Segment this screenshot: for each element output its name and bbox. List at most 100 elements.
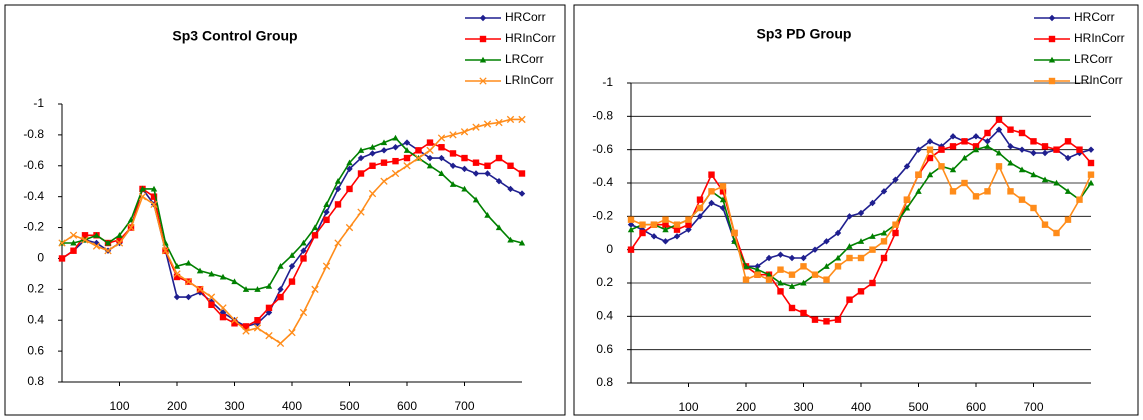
data-point [1076, 149, 1083, 157]
legend-label: LRCorr [505, 52, 544, 66]
y-tick-label: -0.8 [592, 109, 613, 123]
data-point [70, 247, 77, 254]
data-point [415, 147, 422, 154]
data-point [368, 189, 377, 198]
data-point [995, 116, 1003, 123]
y-tick-label: 0.6 [596, 342, 613, 356]
data-point [115, 239, 124, 247]
data-point [926, 138, 934, 145]
data-point [857, 288, 865, 295]
data-point [949, 188, 957, 195]
data-point [846, 296, 853, 303]
data-point [961, 154, 968, 161]
legend-marker [1048, 56, 1056, 63]
data-point [926, 146, 934, 153]
data-point [903, 163, 911, 170]
data-point [788, 271, 796, 278]
data-point [449, 150, 457, 157]
data-point [972, 143, 980, 150]
data-point [788, 254, 796, 262]
data-point [1076, 196, 1083, 203]
data-point [438, 144, 445, 151]
data-point [507, 236, 514, 243]
data-point [357, 208, 365, 216]
data-point [438, 170, 445, 177]
data-point [765, 254, 773, 262]
data-point [288, 262, 296, 270]
data-point [1087, 171, 1095, 178]
data-point [265, 332, 273, 340]
data-point [834, 254, 842, 261]
y-tick-label: 0.2 [596, 275, 613, 289]
data-point [1030, 171, 1037, 178]
data-point [380, 139, 388, 146]
data-point [869, 279, 876, 287]
data-point [369, 150, 376, 157]
data-point [800, 254, 807, 262]
data-point [299, 308, 308, 317]
data-point [449, 162, 457, 169]
data-point [116, 232, 123, 238]
data-point [708, 199, 715, 207]
data-point [265, 283, 273, 289]
data-point [961, 138, 968, 145]
y-tick-label: -0.8 [23, 127, 44, 141]
data-point [777, 251, 784, 258]
data-point [857, 238, 865, 244]
data-point [253, 324, 262, 332]
data-point [662, 226, 669, 233]
data-point [823, 238, 830, 245]
data-point [627, 226, 635, 233]
data-point [800, 279, 807, 286]
data-point [788, 304, 796, 312]
data-point [1018, 196, 1026, 203]
data-point [472, 123, 480, 131]
data-point [627, 246, 635, 253]
data-point [150, 200, 158, 209]
data-point [1018, 146, 1026, 153]
data-point [449, 131, 457, 139]
data-point [823, 263, 830, 269]
data-point [173, 293, 181, 301]
data-point [403, 139, 411, 146]
data-point [518, 115, 526, 124]
y-tick-label: 0.8 [596, 375, 613, 389]
data-point [811, 271, 819, 278]
data-point [357, 147, 365, 153]
data-point [265, 304, 273, 312]
data-point [972, 146, 980, 153]
data-point [949, 143, 957, 150]
data-point [231, 278, 238, 285]
data-point [495, 118, 503, 127]
data-point [69, 231, 78, 239]
data-point [438, 154, 445, 162]
data-point [972, 133, 980, 140]
data-point [673, 233, 681, 240]
data-point [949, 133, 957, 140]
x-tick-label: 300 [793, 400, 813, 414]
data-point [984, 129, 991, 137]
data-point [892, 221, 899, 228]
data-point [254, 317, 261, 324]
data-point [1007, 126, 1014, 133]
data-point [696, 213, 704, 220]
data-point [627, 216, 635, 223]
x-tick-label: 700 [454, 399, 474, 413]
data-point [104, 247, 112, 255]
chart-frame [573, 4, 1139, 416]
data-point [834, 229, 842, 237]
legend-label: HRCorr [1074, 10, 1115, 24]
data-point [93, 239, 100, 247]
data-point [346, 159, 353, 166]
legend-label: HRInCorr [1074, 31, 1125, 45]
data-point [414, 154, 423, 162]
legend-marker [479, 14, 487, 22]
data-point [150, 185, 158, 192]
data-point [277, 262, 284, 269]
data-point [300, 247, 307, 254]
data-point [300, 255, 307, 262]
data-point [334, 201, 342, 208]
data-point [788, 283, 796, 289]
data-point [150, 193, 158, 200]
